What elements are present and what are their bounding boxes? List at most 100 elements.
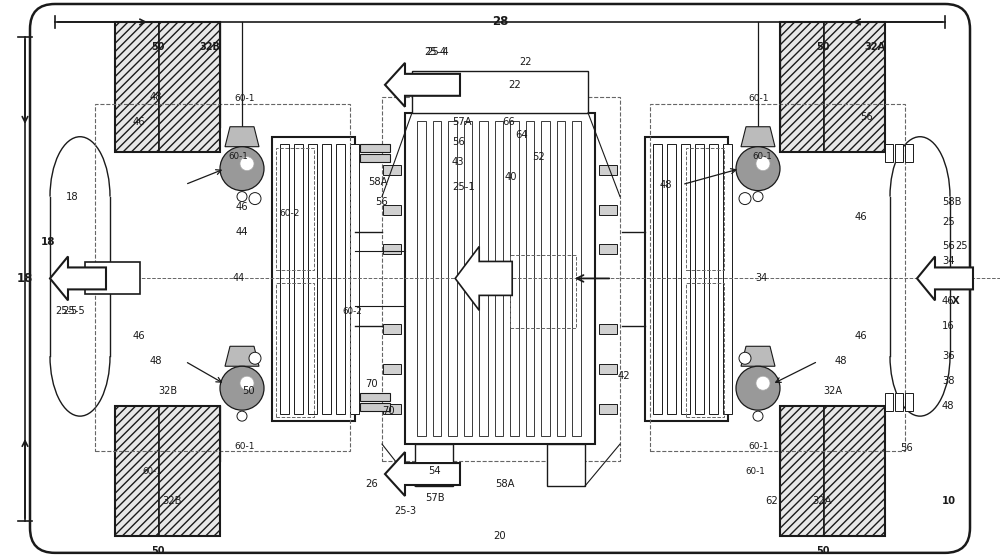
Bar — [415, 444, 453, 486]
Circle shape — [736, 367, 780, 410]
Text: 25-1: 25-1 — [452, 182, 475, 192]
Bar — [412, 71, 588, 113]
Text: 22: 22 — [509, 80, 521, 90]
Text: 62: 62 — [765, 496, 778, 506]
Bar — [645, 136, 728, 421]
Bar — [95, 104, 350, 451]
Text: 50: 50 — [151, 546, 165, 556]
Text: 57B: 57B — [425, 493, 445, 503]
Text: 18: 18 — [66, 192, 78, 202]
Text: 60-1: 60-1 — [748, 94, 768, 103]
Text: 10: 10 — [942, 496, 956, 506]
Circle shape — [240, 376, 254, 390]
Bar — [115, 406, 159, 536]
Bar — [294, 144, 303, 414]
Text: 57A: 57A — [452, 117, 472, 127]
Bar — [895, 393, 903, 411]
Text: 43: 43 — [452, 157, 464, 167]
Text: 46: 46 — [855, 331, 868, 341]
Text: 32B: 32B — [162, 496, 182, 506]
Bar — [599, 245, 617, 255]
Text: X: X — [952, 296, 960, 306]
Text: 46: 46 — [942, 296, 955, 306]
Text: 16: 16 — [942, 321, 955, 331]
Circle shape — [237, 411, 247, 421]
Text: 56: 56 — [900, 443, 913, 453]
Text: 18: 18 — [41, 237, 55, 247]
Text: 38: 38 — [942, 376, 954, 386]
Bar — [280, 144, 289, 414]
Circle shape — [249, 352, 261, 364]
Polygon shape — [225, 346, 259, 367]
Bar — [115, 22, 220, 152]
Bar — [432, 121, 441, 436]
Bar — [686, 148, 724, 270]
Bar — [276, 148, 314, 270]
Bar — [599, 204, 617, 214]
Bar — [547, 444, 585, 486]
Polygon shape — [741, 127, 775, 146]
Bar — [824, 22, 885, 152]
Bar — [322, 144, 331, 414]
Circle shape — [240, 157, 254, 170]
Bar — [780, 22, 824, 152]
Bar — [464, 121, 472, 436]
Bar — [360, 403, 390, 411]
Text: 25-3: 25-3 — [394, 506, 416, 516]
Bar — [383, 204, 401, 214]
Text: 70: 70 — [382, 406, 395, 416]
Polygon shape — [50, 256, 106, 300]
Bar — [557, 121, 565, 436]
Text: 58A: 58A — [368, 177, 388, 187]
Bar — [383, 364, 401, 374]
Bar — [599, 364, 617, 374]
Text: 44: 44 — [236, 227, 248, 237]
Bar — [599, 404, 617, 414]
Text: 60-1: 60-1 — [234, 442, 255, 451]
Text: 52: 52 — [532, 152, 545, 162]
Circle shape — [220, 146, 264, 190]
Bar — [510, 255, 576, 328]
Text: 58A: 58A — [495, 479, 515, 489]
Bar — [895, 144, 903, 162]
Text: 25-4: 25-4 — [427, 47, 449, 57]
Text: 60-1: 60-1 — [142, 467, 162, 476]
Bar — [308, 144, 317, 414]
Bar — [159, 22, 220, 152]
Bar — [495, 121, 503, 436]
Text: 32B: 32B — [200, 42, 220, 52]
Text: 60-1: 60-1 — [745, 467, 765, 476]
Text: 60-2: 60-2 — [342, 307, 362, 316]
Text: 42: 42 — [618, 371, 631, 381]
Text: 25: 25 — [942, 217, 955, 227]
Bar — [382, 97, 620, 461]
Text: 56: 56 — [942, 242, 955, 252]
Bar — [653, 144, 662, 414]
Bar — [695, 144, 704, 414]
Polygon shape — [385, 452, 460, 496]
Text: 32A: 32A — [812, 496, 831, 506]
Text: 48: 48 — [835, 356, 848, 367]
Text: 26: 26 — [366, 479, 378, 489]
Bar — [905, 393, 913, 411]
Bar — [780, 406, 824, 536]
Bar — [780, 22, 885, 152]
Text: 66: 66 — [502, 117, 515, 127]
Bar — [526, 121, 534, 436]
Circle shape — [756, 376, 770, 390]
Polygon shape — [741, 346, 775, 367]
Bar — [723, 144, 732, 414]
Bar — [383, 165, 401, 175]
Circle shape — [237, 192, 247, 202]
Text: 48: 48 — [150, 92, 162, 102]
Circle shape — [753, 411, 763, 421]
Text: 44: 44 — [233, 273, 245, 284]
Text: 48: 48 — [942, 401, 954, 411]
Polygon shape — [385, 63, 460, 107]
Bar — [383, 245, 401, 255]
Text: 48: 48 — [150, 356, 162, 367]
Bar — [417, 121, 426, 436]
Bar — [885, 393, 893, 411]
Text: 50: 50 — [816, 42, 830, 52]
Text: 18: 18 — [17, 272, 33, 285]
